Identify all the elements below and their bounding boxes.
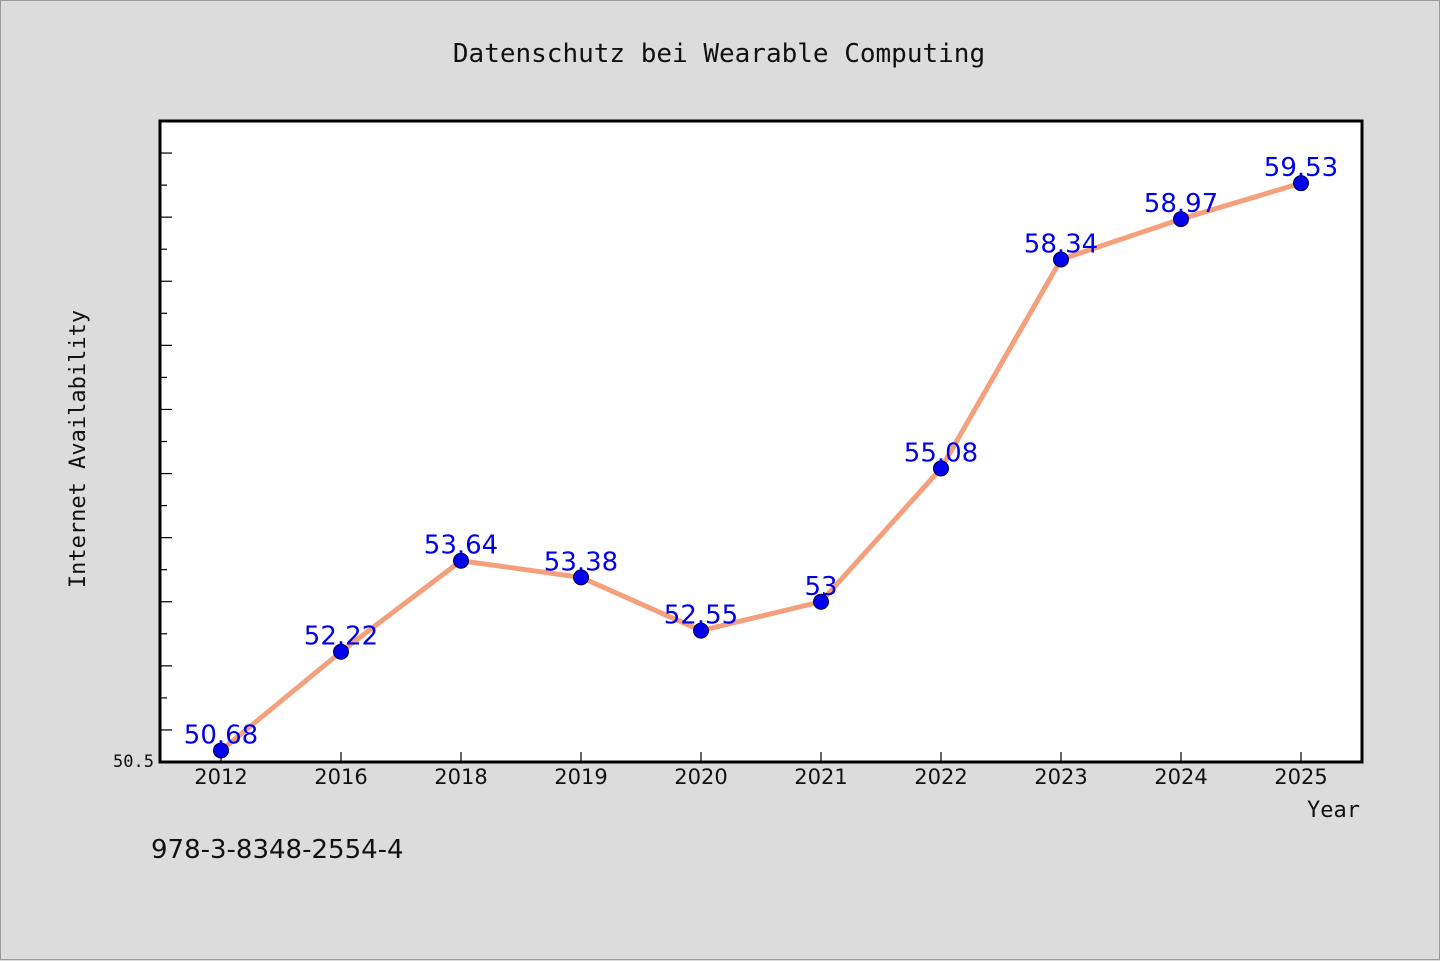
y-axis-ticks (160, 152, 172, 763)
x-tick-label: 2012 (194, 765, 247, 789)
data-point (213, 742, 229, 759)
x-tick-label: 2020 (674, 765, 727, 789)
data-labels: 50.68 52.22 53.64 53.38 52.55 53 55.08 58.34 58.… (184, 153, 1338, 750)
data-label: 58.34 (1024, 229, 1098, 259)
y-axis-label: Internet Availability (66, 310, 91, 588)
data-point (573, 569, 589, 586)
data-point (693, 622, 709, 639)
data-label: 50.68 (184, 720, 258, 750)
data-label: 55.08 (904, 438, 978, 468)
data-point (813, 593, 829, 610)
x-tick-label: 2019 (554, 765, 607, 789)
data-point (933, 460, 949, 477)
series-line (218, 180, 1304, 753)
data-label: 53 (804, 572, 837, 602)
footer-text: 978-3-8348-2554-4 (151, 835, 404, 865)
series-markers (213, 175, 1309, 759)
data-point (453, 552, 469, 569)
x-axis-label: Year (1307, 798, 1360, 823)
data-label: 53.64 (424, 531, 498, 561)
x-tick-labels: 2012 2016 2018 2019 2020 2021 2022 2023 2024 2025 (194, 765, 1327, 789)
x-tick-label: 2016 (314, 765, 367, 789)
data-label: 52.22 (304, 622, 378, 652)
x-tick-label: 2021 (794, 765, 847, 789)
chart-title: Datenschutz bei Wearable Computing (453, 39, 985, 69)
x-tick-label: 2018 (434, 765, 487, 789)
data-point (1173, 211, 1189, 228)
x-tick-label: 2022 (914, 765, 967, 789)
x-tick-label: 2023 (1034, 765, 1087, 789)
data-label: 59.53 (1264, 153, 1338, 183)
y-tick-label: 50.5 (113, 752, 154, 772)
data-label: 52.55 (664, 601, 738, 631)
data-label: 53.38 (544, 547, 618, 577)
data-point (1053, 251, 1069, 268)
data-point (333, 643, 349, 660)
x-axis-ticks (220, 752, 1302, 762)
x-tick-label: 2025 (1274, 765, 1327, 789)
data-label: 58.97 (1144, 189, 1218, 219)
x-tick-label: 2024 (1154, 765, 1207, 789)
data-point (1293, 175, 1309, 192)
